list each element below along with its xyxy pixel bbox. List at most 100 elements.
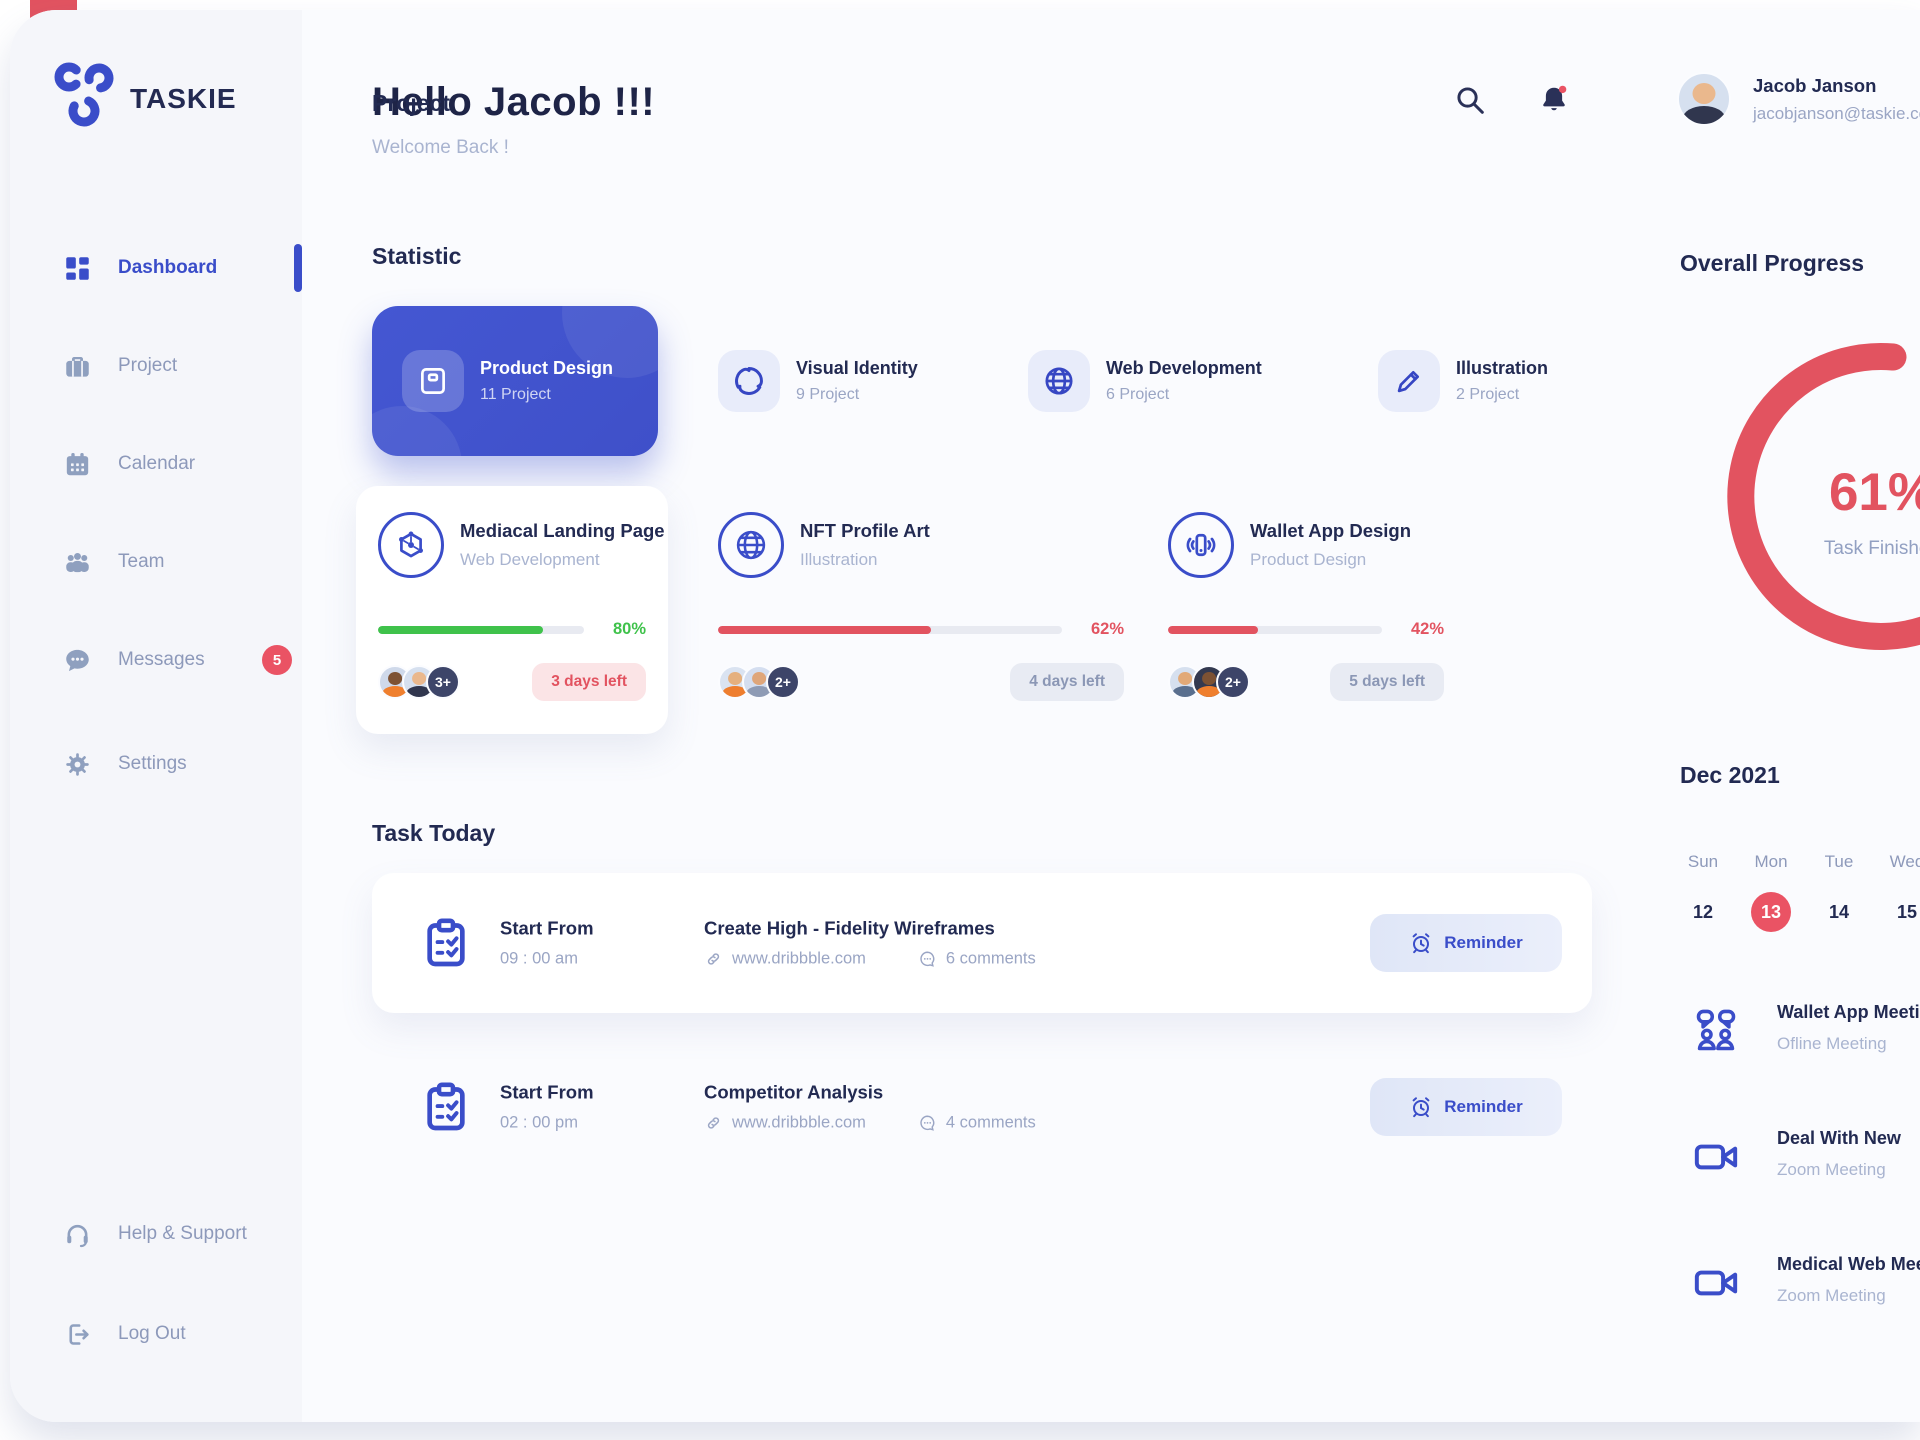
messages-badge: 5 [262, 645, 292, 675]
pen-icon [1397, 371, 1419, 393]
sidebar-item-label: Settings [118, 753, 187, 774]
dashboard-icon [66, 256, 89, 280]
extra-members-badge: 2+ [1216, 665, 1250, 699]
task-time: 09 : 00 am [500, 949, 578, 968]
alarm-icon [1412, 933, 1430, 954]
weekday-label: Sun [1687, 852, 1719, 871]
progress-track [718, 625, 1062, 634]
avatar [1677, 72, 1731, 126]
project-icon-circle [1168, 512, 1234, 578]
weekday-label: Mon [1754, 852, 1788, 871]
event-title: Medical Web Meeting [1777, 1254, 1920, 1274]
project-card-mediacal-landing-page[interactable]: Mediacal Landing Page Web Development 80… [356, 486, 668, 734]
progress-percent: 80% [612, 620, 646, 638]
sidebar-item-messages[interactable]: Messages 5 [10, 632, 302, 688]
task-row[interactable]: Start From 09 : 00 am Create High - Fide… [372, 873, 1592, 1013]
task-link[interactable]: www.dribbble.com [704, 1114, 866, 1133]
task-link-text: www.dribbble.com [732, 1113, 866, 1132]
video-camera-icon [1694, 1144, 1738, 1170]
project-heading: Project [372, 90, 450, 116]
calendar-icon [66, 452, 89, 475]
sidebar: TASKIE Dashboard Project [10, 10, 302, 1422]
overall-progress-caption: Task Finished [1823, 538, 1920, 559]
task-comments-text: 4 comments [945, 1113, 1036, 1132]
statistic-row: Product Design 11 Project Visual Ide [372, 306, 1592, 456]
briefcase-icon [66, 356, 89, 377]
bell-icon[interactable] [1538, 84, 1570, 116]
project-icon-circle [718, 512, 784, 578]
progress-fill [1168, 625, 1258, 634]
event-medical-web-meeting[interactable]: Medical Web Meeting Zoom Meeting [1647, 1254, 1920, 1318]
weekday-label: Tue [1824, 852, 1854, 871]
project-row: Mediacal Landing Page Web Development 80… [356, 486, 1592, 736]
stat-label: Visual Identity [796, 358, 918, 378]
sidebar-item-log-out[interactable]: Log Out [10, 1306, 302, 1362]
calendar-date[interactable]: 12 [1669, 892, 1737, 932]
globe-icon [1045, 367, 1073, 395]
date-number: 12 [1692, 902, 1714, 922]
stat-count: 11 Project [480, 386, 551, 403]
stat-card-illustration[interactable]: Illustration 2 Project [1378, 306, 1548, 456]
progress-track [1168, 625, 1382, 634]
stat-count: 2 Project [1456, 386, 1520, 403]
stat-card-web-development[interactable]: Web Development 6 Project [1028, 306, 1262, 456]
reminder-label: Reminder [1444, 1097, 1523, 1116]
app-logo: TASKIE [54, 62, 237, 136]
calendar-date-selected[interactable]: 13 [1737, 892, 1805, 932]
task-start-label: Start From [500, 917, 594, 939]
sidebar-item-label: Project [118, 355, 178, 376]
sidebar-item-help-support[interactable]: Help & Support [10, 1206, 302, 1262]
molecule-icon [399, 531, 423, 558]
task-link[interactable]: www.dribbble.com [704, 950, 866, 969]
sidebar-item-settings[interactable]: Settings [10, 736, 302, 792]
date-number: 15 [1896, 902, 1918, 922]
brand-name: TASKIE [130, 83, 237, 114]
sidebar-item-calendar[interactable]: Calendar [10, 436, 302, 492]
stat-label: Illustration [1456, 358, 1549, 378]
taskie-logo-icon [54, 62, 114, 127]
project-name: NFT Profile Art [800, 520, 930, 541]
task-row[interactable]: Start From 02 : 00 pm Competitor Analysi… [372, 1049, 1592, 1165]
stat-label: Web Development [1106, 358, 1262, 378]
sidebar-item-dashboard[interactable]: Dashboard [10, 240, 302, 296]
project-icon-circle [378, 512, 444, 578]
project-card-nft-profile-art[interactable]: NFT Profile Art Illustration 62% 2+ [718, 486, 1124, 701]
calendar-date[interactable]: 14 [1805, 892, 1873, 932]
event-subtitle: Zoom Meeting [1777, 1160, 1886, 1179]
reminder-button[interactable]: Reminder [1370, 1078, 1562, 1136]
event-title: Wallet App Meeting [1777, 1002, 1920, 1022]
days-left-badge: 4 days left [1010, 663, 1124, 701]
stat-card-visual-identity[interactable]: Visual Identity 9 Project [718, 306, 918, 456]
stat-count: 6 Project [1106, 386, 1170, 403]
stat-card-product-design[interactable]: Product Design 11 Project [372, 306, 658, 456]
sidebar-item-label: Help & Support [118, 1223, 247, 1244]
member-avatars: 2+ [1168, 665, 1250, 699]
days-left-badge: 5 days left [1330, 663, 1444, 701]
sidebar-item-project[interactable]: Project [10, 338, 302, 394]
user-profile[interactable]: Jacob Janson jacobjanson@taskie.com [1677, 72, 1920, 126]
task-comments[interactable]: 6 comments [918, 950, 1036, 969]
stat-tile [1378, 350, 1440, 412]
overall-progress-percent: 61% [1828, 463, 1920, 522]
calendar-date[interactable]: 15 [1873, 892, 1920, 932]
progress-percent: 42% [1410, 620, 1444, 638]
stat-label: Product Design [480, 358, 614, 378]
app-frame: TASKIE Dashboard Project [10, 10, 1920, 1422]
task-comments-text: 6 comments [945, 949, 1036, 968]
date-number: 13 [1751, 892, 1791, 932]
task-comments[interactable]: 4 comments [918, 1114, 1036, 1133]
reminder-button[interactable]: Reminder [1370, 914, 1562, 972]
days-left-badge: 3 days left [532, 663, 646, 701]
project-name: Wallet App Design [1250, 520, 1412, 541]
event-wallet-app-meeting[interactable]: Wallet App Meeting Ofline Meeting [1647, 1002, 1920, 1066]
extra-members-badge: 2+ [766, 665, 800, 699]
date-number: 14 [1828, 902, 1850, 922]
event-deal-with-new[interactable]: Deal With New Zoom Meeting [1647, 1128, 1920, 1192]
sidebar-item-team[interactable]: Team [10, 534, 302, 590]
event-title: Deal With New [1777, 1128, 1901, 1148]
stat-tile [402, 350, 464, 412]
progress-fill [718, 625, 932, 634]
search-icon[interactable] [1454, 84, 1486, 116]
project-card-wallet-app-design[interactable]: Wallet App Design Product Design 42% 2+ [1168, 486, 1444, 701]
swirl-icon [735, 367, 763, 395]
